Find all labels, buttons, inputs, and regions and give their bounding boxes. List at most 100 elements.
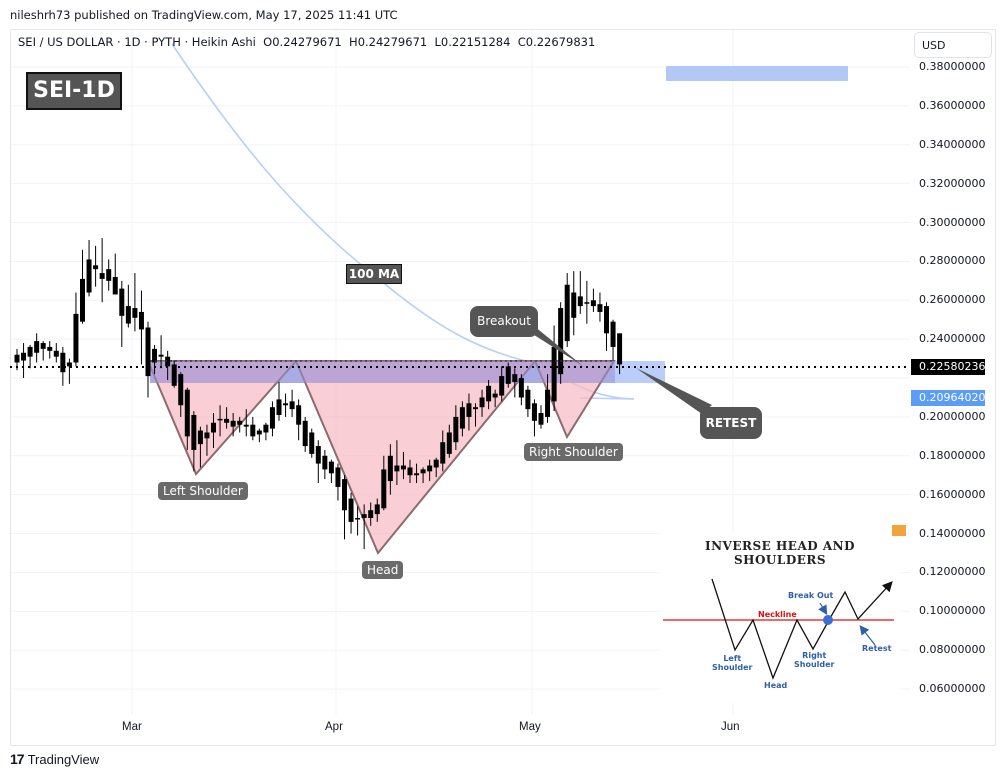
- candle: [86, 259, 92, 293]
- breakout-callout: Breakout: [470, 306, 538, 337]
- candle: [427, 465, 433, 472]
- candle: [597, 304, 603, 312]
- price-tick-label: 0.24000000: [919, 332, 986, 346]
- candle: [93, 265, 99, 270]
- candle: [617, 333, 623, 365]
- candle: [348, 498, 354, 522]
- candle: [27, 346, 33, 357]
- candle: [361, 514, 367, 519]
- tradingview-logo[interactable]: 17 TradingView: [10, 751, 99, 767]
- candle: [178, 374, 184, 406]
- breakout-callout-tail: [520, 326, 583, 366]
- time-label-mar: Mar: [122, 721, 142, 733]
- candle: [466, 403, 472, 417]
- candle: [34, 341, 40, 353]
- right-shoulder-label: Right Shoulder: [524, 443, 623, 461]
- candle: [505, 366, 511, 384]
- retest-callout-tail: [636, 368, 712, 414]
- target-zone: [666, 66, 848, 81]
- candle: [518, 378, 524, 398]
- last-price-tag: 0.22580236: [911, 359, 985, 375]
- candle: [191, 414, 197, 450]
- candle: [440, 442, 446, 464]
- price-tick-label: 0.14000000: [919, 526, 986, 540]
- candle: [53, 350, 59, 357]
- symbol-legend: SEI / US DOLLAR · 1D · PYTH · Heikin Ash…: [18, 35, 596, 49]
- candle: [558, 308, 564, 375]
- candle: [296, 405, 302, 425]
- alert-chart-icon[interactable]: [892, 525, 906, 536]
- candle: [499, 376, 505, 396]
- candle: [473, 407, 478, 410]
- candle: [138, 311, 144, 330]
- candle: [512, 374, 518, 382]
- price-tick-label: 0.38000000: [919, 60, 986, 73]
- candle: [73, 313, 79, 363]
- neckline-zone-purple: [150, 361, 615, 383]
- tradingview-logo-icon: 17: [10, 751, 25, 767]
- chart-frame[interactable]: [10, 29, 996, 746]
- price-tick-label: 0.30000000: [919, 215, 986, 229]
- candle: [132, 308, 138, 318]
- candle: [604, 306, 609, 334]
- candle: [243, 424, 249, 427]
- ma-badge: 100 MA: [346, 264, 402, 284]
- candle: [446, 432, 452, 454]
- candle: [315, 446, 321, 464]
- candle: [256, 430, 262, 435]
- candle: [342, 479, 347, 511]
- candle: [106, 269, 112, 281]
- inset-title-line2: SHOULDERS: [733, 553, 827, 567]
- price-tick-label: 0.12000000: [919, 565, 986, 579]
- candle: [250, 424, 256, 437]
- price-tick-label: 0.26000000: [919, 293, 986, 307]
- candle: [80, 278, 85, 322]
- inset-title: INVERSE HEAD AND SHOULDERS: [660, 539, 900, 567]
- candle: [433, 459, 439, 468]
- candle: [387, 455, 393, 482]
- candle: [486, 385, 492, 402]
- heikin-ashi-candles: [14, 238, 623, 550]
- candle: [289, 401, 295, 410]
- candle: [545, 389, 551, 417]
- candle: [119, 288, 125, 316]
- left-shoulder-label: Left Shoulder: [158, 482, 248, 500]
- candle: [184, 389, 190, 437]
- candle: [584, 302, 590, 304]
- candle: [158, 354, 164, 357]
- candle: [571, 292, 577, 318]
- candle: [610, 321, 616, 347]
- inset-retest-label: Retest: [862, 644, 892, 653]
- price-tick-label: 0.36000000: [919, 98, 986, 112]
- candle: [525, 389, 531, 410]
- candle: [21, 352, 27, 361]
- currency-selector[interactable]: USD: [914, 32, 992, 58]
- candle: [276, 399, 282, 415]
- inset-breakout-dot: [823, 615, 833, 625]
- candle: [112, 276, 118, 295]
- price-tick-label: 0.06000000: [919, 682, 986, 696]
- ma-price-tag: 0.20964020: [911, 390, 985, 406]
- candle: [269, 407, 275, 429]
- candle: [459, 407, 465, 429]
- candle: [538, 413, 544, 425]
- candle: [204, 432, 210, 439]
- candle: [479, 397, 485, 408]
- candle: [414, 473, 420, 476]
- candle: [302, 420, 308, 447]
- price-tick-label: 0.34000000: [919, 137, 986, 151]
- inset-price-path: [711, 578, 893, 680]
- candle: [400, 465, 406, 470]
- inset-breakout-label: Break Out: [788, 591, 834, 600]
- published-info: nileshrh73 published on TradingView.com,…: [10, 8, 398, 22]
- price-tick-label: 0.10000000: [919, 604, 986, 618]
- tradingview-logo-text: TradingView: [27, 751, 100, 767]
- title-badge: SEI-1D: [26, 72, 122, 110]
- candle: [590, 300, 596, 307]
- candle: [145, 327, 151, 377]
- candle: [152, 348, 158, 363]
- time-label-jun: Jun: [721, 721, 740, 733]
- candle: [60, 352, 66, 373]
- candle: [381, 469, 387, 509]
